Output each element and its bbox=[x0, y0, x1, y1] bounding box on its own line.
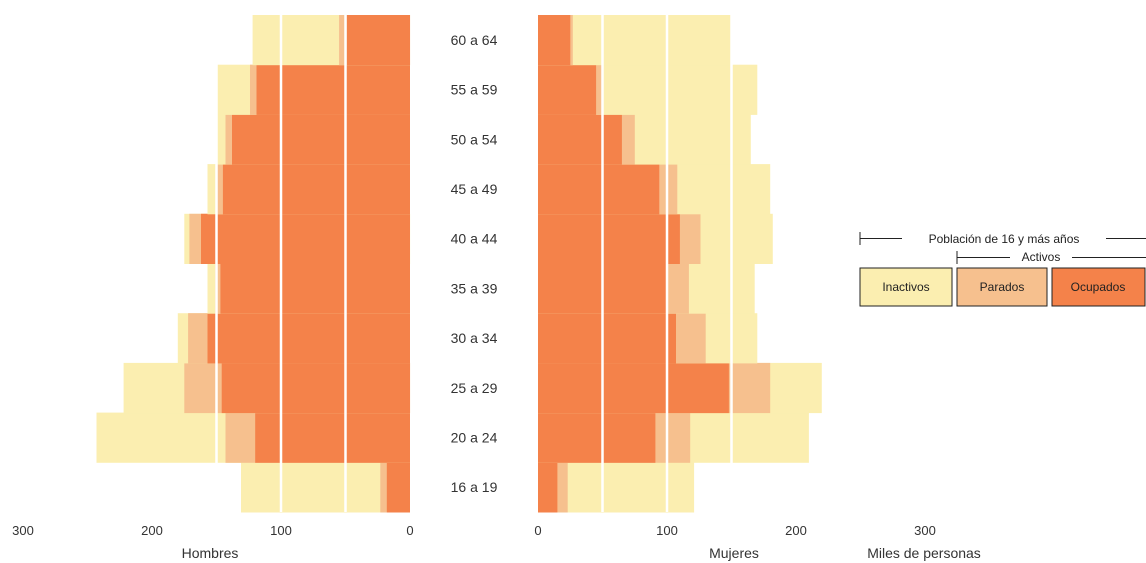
mujeres-ocupados-bar bbox=[538, 213, 680, 264]
age-group-label: 16 a 19 bbox=[451, 479, 498, 495]
hombres-ocupados-bar bbox=[220, 263, 410, 314]
hombres-ocupados-bar bbox=[255, 412, 410, 463]
age-group-labels: 16 a 19 20 a 24 25 a 29 30 a 34 35 a 39 40 a … bbox=[451, 32, 498, 495]
x-tick-label-hombres: 200 bbox=[141, 523, 163, 538]
age-group-label: 40 a 44 bbox=[451, 231, 498, 247]
hombres-ocupados-bar bbox=[346, 15, 410, 66]
unit-label: Miles de personas bbox=[867, 545, 981, 561]
axis-tick-labels: 300 200 100 0 0 100 200 300 bbox=[12, 523, 936, 538]
legend-parados-label: Parados bbox=[980, 280, 1025, 294]
hombres-ocupados-bar bbox=[221, 362, 410, 414]
age-group-label: 60 a 64 bbox=[451, 32, 498, 48]
mujeres-ocupados-bar bbox=[538, 462, 558, 513]
x-tick-label-hombres: 0 bbox=[406, 523, 413, 538]
x-tick-label-mujeres: 200 bbox=[785, 523, 807, 538]
hombres-ocupados-bar bbox=[201, 213, 410, 264]
hombres-axis-title: Hombres bbox=[182, 545, 239, 561]
x-tick-label-mujeres: 0 bbox=[534, 523, 541, 538]
age-group-label: 20 a 24 bbox=[451, 429, 498, 445]
hombres-ocupados-bar bbox=[232, 114, 410, 165]
legend: Población de 16 y más años Activos Inact… bbox=[859, 232, 1146, 307]
legend-activos-label: Activos bbox=[1022, 250, 1061, 264]
legend-inactivos-label: Inactivos bbox=[882, 280, 929, 294]
hombres-ocupados-bar bbox=[256, 64, 410, 115]
mujeres-ocupados-bar bbox=[538, 313, 676, 364]
x-tick-label-hombres: 300 bbox=[12, 523, 34, 538]
x-tick-label-mujeres: 100 bbox=[656, 523, 678, 538]
mujeres-ocupados-bar bbox=[538, 15, 571, 66]
legend-poblacion-label: Población de 16 y más años bbox=[929, 232, 1080, 246]
mujeres-ocupados-bar bbox=[538, 64, 597, 115]
x-tick-label-hombres: 100 bbox=[270, 523, 292, 538]
age-group-label: 50 a 54 bbox=[451, 131, 498, 147]
age-group-label: 25 a 29 bbox=[451, 380, 498, 396]
hombres-bars bbox=[96, 15, 411, 513]
legend-ocupados-label: Ocupados bbox=[1071, 280, 1126, 294]
mujeres-ocupados-bar bbox=[538, 164, 660, 215]
hombres-ocupados-bar bbox=[207, 313, 410, 364]
gridlines bbox=[215, 15, 733, 512]
age-group-label: 35 a 39 bbox=[451, 280, 498, 296]
x-tick-label-mujeres: 300 bbox=[914, 523, 936, 538]
legend-ocupados-swatch bbox=[1051, 267, 1146, 307]
hombres-ocupados-bar bbox=[386, 462, 410, 513]
age-group-label: 55 a 59 bbox=[451, 82, 498, 98]
age-group-label: 45 a 49 bbox=[451, 181, 498, 197]
mujeres-axis-title: Mujeres bbox=[709, 545, 759, 561]
mujeres-ocupados-bar bbox=[538, 412, 656, 463]
hombres-ocupados-bar bbox=[222, 164, 410, 215]
legend-inactivos-swatch bbox=[859, 267, 953, 307]
legend-parados-swatch bbox=[956, 267, 1048, 307]
mujeres-ocupados-bar bbox=[538, 114, 622, 165]
age-group-label: 30 a 34 bbox=[451, 330, 498, 346]
mujeres-bars bbox=[538, 15, 822, 513]
mujeres-ocupados-bar bbox=[538, 362, 729, 414]
